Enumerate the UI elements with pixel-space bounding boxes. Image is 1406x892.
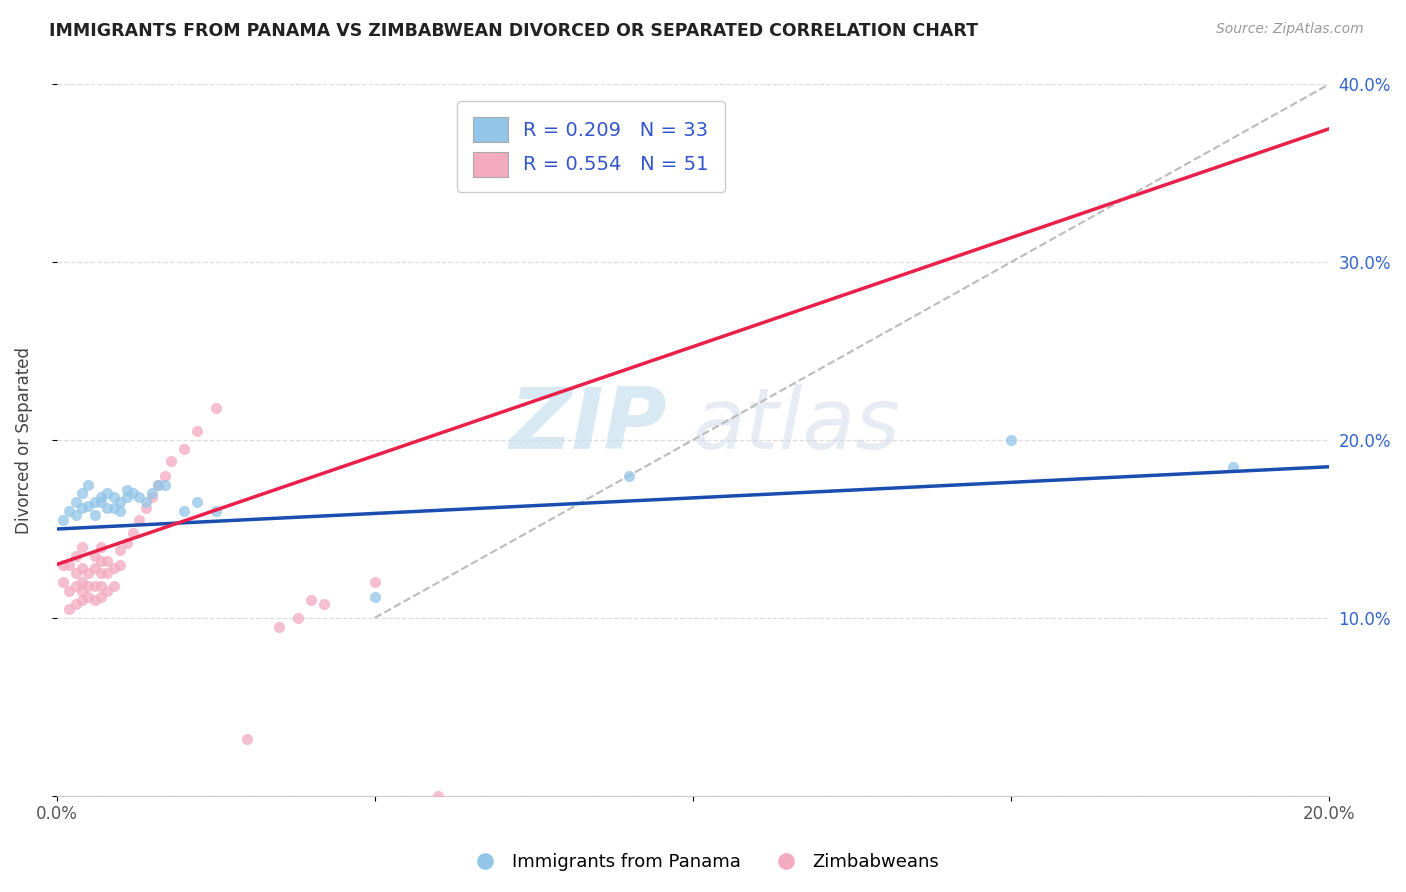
Point [299, 593, 322, 607]
Point [1000, 433, 1022, 447]
Point [186, 424, 208, 438]
Point [90, 495, 112, 509]
Point [70, 584, 93, 599]
Point [115, 536, 138, 550]
Point [58, 558, 80, 572]
Point [128, 513, 150, 527]
Point [83, 549, 105, 563]
Text: IMMIGRANTS FROM PANAMA VS ZIMBABWEAN DIVORCED OR SEPARATED CORRELATION CHART: IMMIGRANTS FROM PANAMA VS ZIMBABWEAN DIV… [49, 22, 979, 40]
Point [236, 731, 259, 746]
Point [186, 495, 208, 509]
Legend: R = 0.209   N = 33, R = 0.554   N = 51: R = 0.209 N = 33, R = 0.554 N = 51 [457, 102, 724, 192]
Text: ZIP: ZIP [509, 384, 668, 467]
Point [204, 504, 226, 518]
Y-axis label: Divorced or Separated: Divorced or Separated [15, 347, 32, 533]
Point [65, 549, 87, 563]
Point [77, 590, 100, 604]
Point [427, 789, 450, 803]
Point [617, 468, 640, 483]
Point [65, 495, 87, 509]
Point [70, 540, 93, 554]
Point [160, 454, 183, 468]
Point [65, 597, 87, 611]
Point [173, 504, 195, 518]
Point [77, 477, 100, 491]
Point [96, 566, 118, 581]
Point [65, 566, 87, 581]
Point [96, 500, 118, 515]
Point [83, 593, 105, 607]
Point [77, 566, 100, 581]
Point [128, 490, 150, 504]
Point [96, 486, 118, 500]
Point [90, 554, 112, 568]
Point [204, 401, 226, 415]
Legend: Immigrants from Panama, Zimbabweans: Immigrants from Panama, Zimbabweans [460, 847, 946, 879]
Point [65, 508, 87, 522]
Point [141, 486, 163, 500]
Point [363, 590, 385, 604]
Point [148, 477, 170, 491]
Point [96, 584, 118, 599]
Point [77, 499, 100, 513]
Point [70, 561, 93, 575]
Point [1222, 459, 1244, 474]
Point [173, 442, 195, 456]
Point [52, 513, 75, 527]
Point [70, 593, 93, 607]
Point [58, 602, 80, 616]
Point [115, 490, 138, 504]
Point [110, 504, 132, 518]
Point [103, 579, 125, 593]
Point [287, 611, 309, 625]
Point [115, 483, 138, 497]
Point [110, 558, 132, 572]
Point [90, 540, 112, 554]
Point [103, 500, 125, 515]
Point [141, 490, 163, 504]
Point [58, 504, 80, 518]
Point [77, 579, 100, 593]
Point [90, 490, 112, 504]
Point [90, 590, 112, 604]
Point [83, 561, 105, 575]
Point [52, 575, 75, 590]
Text: Source: ZipAtlas.com: Source: ZipAtlas.com [1216, 22, 1364, 37]
Point [122, 525, 145, 540]
Point [90, 566, 112, 581]
Point [363, 575, 385, 590]
Point [83, 579, 105, 593]
Point [122, 486, 145, 500]
Point [110, 495, 132, 509]
Point [70, 575, 93, 590]
Point [90, 579, 112, 593]
Point [269, 620, 291, 634]
Point [153, 468, 176, 483]
Point [103, 490, 125, 504]
Point [135, 500, 157, 515]
Point [70, 486, 93, 500]
Point [65, 579, 87, 593]
Text: atlas: atlas [693, 384, 901, 467]
Point [103, 561, 125, 575]
Point [58, 584, 80, 599]
Point [153, 477, 176, 491]
Point [70, 500, 93, 515]
Point [148, 477, 170, 491]
Point [52, 558, 75, 572]
Point [83, 508, 105, 522]
Point [83, 495, 105, 509]
Point [312, 597, 335, 611]
Point [135, 495, 157, 509]
Point [96, 554, 118, 568]
Point [110, 543, 132, 558]
